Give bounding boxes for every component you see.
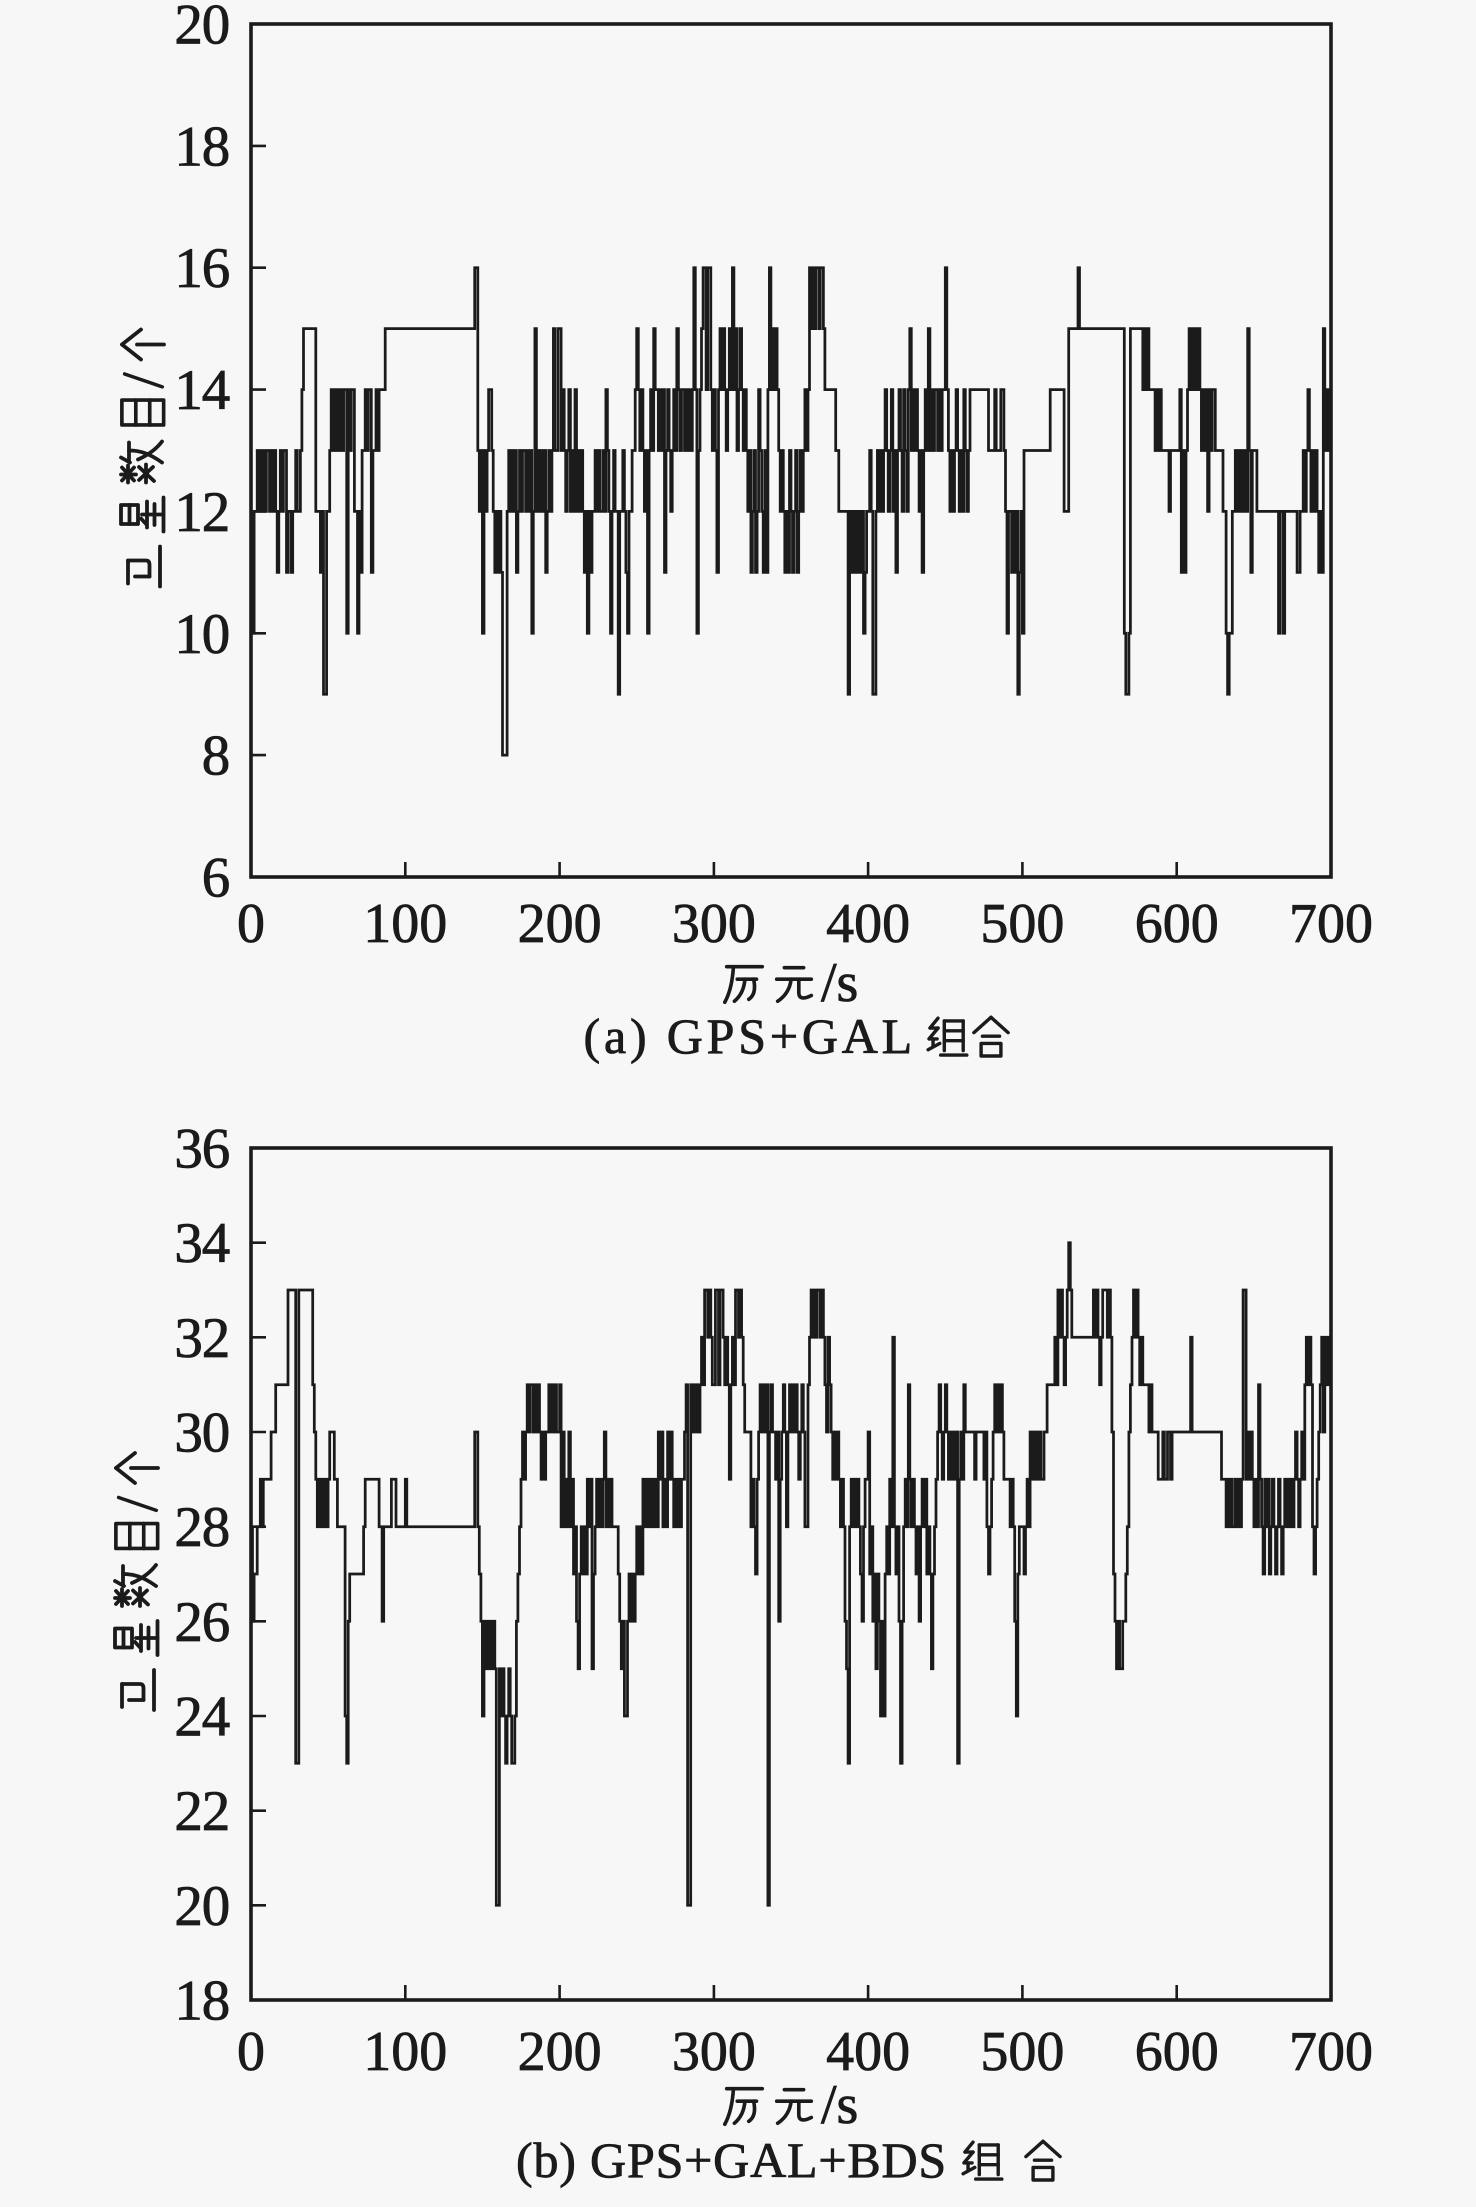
svg-text:10: 10 [174, 603, 229, 666]
svg-text:0: 0 [237, 2021, 265, 2083]
svg-text:400: 400 [826, 2021, 910, 2083]
svg-text:500: 500 [980, 893, 1064, 955]
svg-text:6: 6 [202, 847, 229, 910]
svg-text:200: 200 [518, 893, 602, 955]
svg-text:18: 18 [174, 115, 229, 178]
svg-text:400: 400 [826, 893, 910, 955]
svg-text:20: 20 [174, 0, 229, 57]
svg-text:30: 30 [174, 1402, 229, 1465]
svg-text:32: 32 [174, 1307, 229, 1370]
svg-text:0: 0 [237, 893, 265, 955]
svg-text:16: 16 [174, 237, 229, 300]
svg-text:/s: /s [821, 952, 858, 1014]
svg-text:300: 300 [672, 2021, 756, 2083]
svg-text:600: 600 [1135, 2021, 1219, 2083]
svg-text:700: 700 [1289, 893, 1373, 955]
svg-text:12: 12 [174, 481, 229, 544]
svg-text:18: 18 [174, 1970, 229, 2033]
svg-text:/s: /s [821, 2074, 858, 2136]
svg-text:100: 100 [363, 2021, 447, 2083]
svg-text:700: 700 [1289, 2021, 1373, 2083]
svg-text:14: 14 [174, 359, 229, 422]
svg-text:200: 200 [518, 2021, 602, 2083]
svg-text:600: 600 [1135, 893, 1219, 955]
svg-text:20: 20 [174, 1875, 229, 1938]
svg-text:(a) GPS+GAL: (a) GPS+GAL [584, 1008, 916, 1064]
svg-text:34: 34 [174, 1212, 229, 1275]
svg-text:8: 8 [202, 725, 229, 788]
svg-text:100: 100 [363, 893, 447, 955]
svg-text:500: 500 [980, 2021, 1064, 2083]
svg-text:24: 24 [174, 1686, 229, 1749]
svg-text:28: 28 [174, 1496, 229, 1559]
svg-text:300: 300 [672, 893, 756, 955]
svg-text:26: 26 [174, 1591, 229, 1654]
svg-text:22: 22 [174, 1780, 229, 1843]
svg-text:36: 36 [174, 1118, 229, 1181]
svg-text:(b) GPS+GAL+BDS: (b) GPS+GAL+BDS [516, 2132, 947, 2188]
